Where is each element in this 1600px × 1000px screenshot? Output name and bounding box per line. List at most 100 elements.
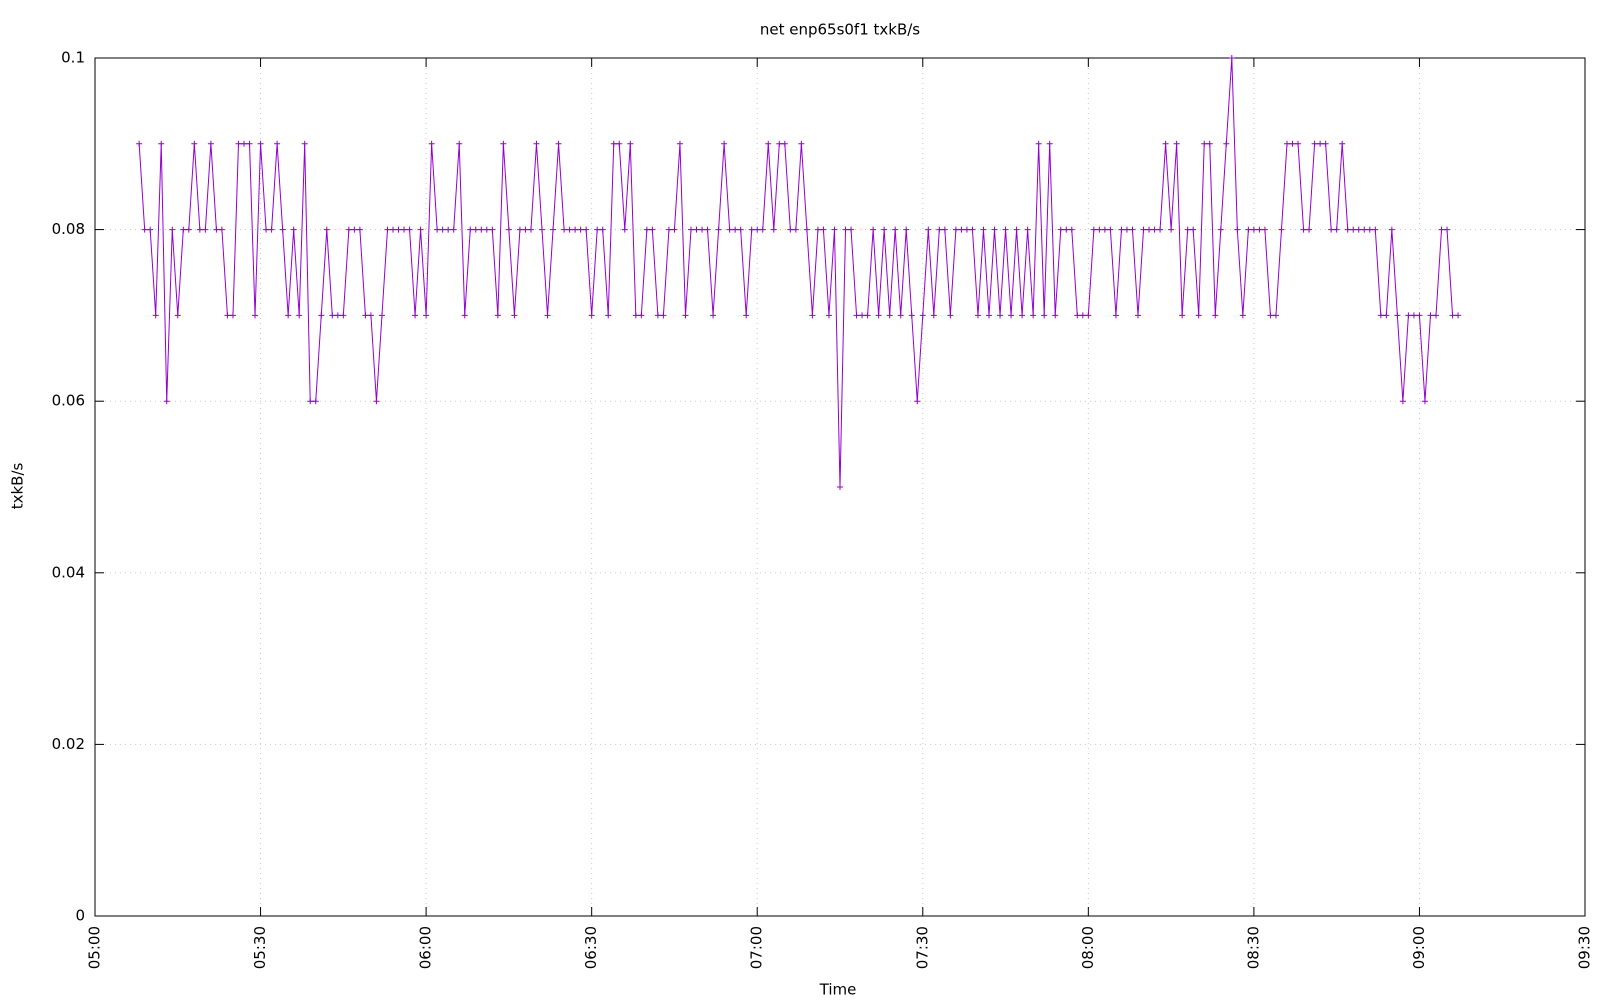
x-tick-label: 05:00 xyxy=(86,926,104,969)
data-point xyxy=(301,140,308,147)
data-point xyxy=(864,312,871,319)
data-point xyxy=(974,312,981,319)
data-point xyxy=(936,226,943,233)
data-point xyxy=(803,226,810,233)
data-point xyxy=(941,226,948,233)
data-point xyxy=(908,312,915,319)
data-point xyxy=(1096,226,1103,233)
data-point xyxy=(555,140,562,147)
data-point xyxy=(252,312,259,319)
data-point xyxy=(1107,226,1114,233)
data-point xyxy=(787,226,794,233)
data-point xyxy=(1151,226,1158,233)
data-point xyxy=(395,226,402,233)
data-point xyxy=(886,312,893,319)
data-point xyxy=(1416,312,1423,319)
data-point xyxy=(290,226,297,233)
data-point xyxy=(1405,312,1412,319)
data-point xyxy=(616,140,623,147)
data-point xyxy=(1157,226,1164,233)
y-tick-label: 0 xyxy=(75,907,85,925)
data-point xyxy=(798,140,805,147)
data-point xyxy=(323,226,330,233)
data-point xyxy=(1278,226,1285,233)
data-point xyxy=(229,312,236,319)
y-tick-label: 0.08 xyxy=(52,220,85,238)
data-point xyxy=(494,312,501,319)
data-point xyxy=(859,312,866,319)
data-point xyxy=(196,226,203,233)
data-point xyxy=(991,226,998,233)
x-axis-label: Time xyxy=(819,981,857,999)
data-point xyxy=(1328,226,1335,233)
data-point xyxy=(1146,226,1153,233)
data-point xyxy=(809,312,816,319)
data-point xyxy=(169,226,176,233)
data-point xyxy=(1002,226,1009,233)
data-point xyxy=(1388,226,1395,233)
data-point xyxy=(1140,226,1147,233)
data-point xyxy=(1350,226,1357,233)
data-point xyxy=(412,312,419,319)
data-point xyxy=(533,140,540,147)
y-axis-label: txkB/s xyxy=(9,463,27,510)
data-point xyxy=(649,226,656,233)
data-point xyxy=(1421,398,1428,405)
data-point xyxy=(925,226,932,233)
data-point xyxy=(952,226,959,233)
data-point xyxy=(1449,312,1456,319)
data-point xyxy=(1223,140,1230,147)
data-point xyxy=(1377,312,1384,319)
data-point xyxy=(1372,226,1379,233)
data-point xyxy=(274,140,281,147)
data-point xyxy=(527,226,534,233)
data-point xyxy=(930,312,937,319)
y-tick-label: 0.06 xyxy=(52,392,85,410)
data-point xyxy=(660,312,667,319)
data-point xyxy=(914,398,921,405)
data-point xyxy=(1090,226,1097,233)
x-tick-label: 07:30 xyxy=(913,926,931,969)
data-point xyxy=(610,140,617,147)
data-point xyxy=(765,140,772,147)
data-point xyxy=(439,226,446,233)
data-point xyxy=(881,226,888,233)
data-point xyxy=(257,140,264,147)
data-point xyxy=(1289,140,1296,147)
data-point xyxy=(1311,140,1318,147)
data-point xyxy=(345,226,352,233)
data-point xyxy=(434,226,441,233)
x-tick-label: 05:30 xyxy=(251,926,269,969)
y-tick-label: 0.1 xyxy=(61,49,85,67)
data-point xyxy=(743,312,750,319)
data-point xyxy=(296,312,303,319)
data-point xyxy=(825,312,832,319)
data-point xyxy=(561,226,568,233)
data-point xyxy=(704,226,711,233)
data-point xyxy=(1101,226,1108,233)
data-point xyxy=(986,312,992,319)
data-point xyxy=(373,398,380,405)
data-point xyxy=(1295,140,1302,147)
data-point xyxy=(1212,312,1219,319)
data-point xyxy=(1179,312,1186,319)
data-point xyxy=(1162,140,1169,147)
data-point xyxy=(450,226,457,233)
data-point xyxy=(1261,226,1268,233)
x-tick-label: 08:30 xyxy=(1244,926,1262,969)
data-point xyxy=(621,226,628,233)
data-point xyxy=(897,312,904,319)
data-point xyxy=(1201,140,1208,147)
data-point xyxy=(1008,312,1015,319)
data-point xyxy=(472,226,479,233)
data-point xyxy=(285,312,292,319)
data-point xyxy=(837,484,843,490)
data-point xyxy=(224,312,231,319)
data-point xyxy=(963,226,970,233)
data-point xyxy=(1063,226,1070,233)
data-point xyxy=(572,226,579,233)
data-point xyxy=(1068,226,1075,233)
data-point xyxy=(1234,226,1241,233)
data-point xyxy=(1256,226,1263,233)
